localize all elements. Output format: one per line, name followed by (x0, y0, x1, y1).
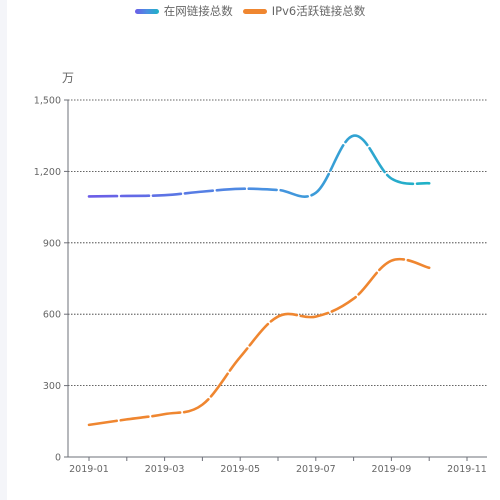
y-tick-label: 300 (43, 381, 61, 392)
x-tick-label: 2019-01 (69, 464, 109, 475)
legend-label-ipv6-links: IPv6活跃链接总数 (271, 4, 366, 18)
y-tick-label: 600 (43, 310, 61, 321)
legend-item-ipv6-links[interactable]: IPv6活跃链接总数 (242, 2, 366, 20)
legend-item-total-links[interactable]: 在网链接总数 (134, 2, 233, 20)
x-tick-label: 2019-11 (447, 464, 487, 475)
y-tick-label: 1,200 (34, 167, 61, 178)
legend-swatch-total-links (134, 8, 159, 14)
x-tick-label: 2019-03 (145, 464, 185, 475)
x-tick-label: 2019-05 (220, 464, 260, 475)
x-tick-label: 2019-09 (372, 464, 412, 475)
y-tick-label: 1,500 (34, 96, 61, 107)
y-tick-label: 0 (55, 453, 61, 464)
series-line-ipv6-links (87, 257, 431, 427)
chart-legend: 在网链接总数 IPv6活跃链接总数 (0, 2, 500, 20)
legend-label-total-links: 在网链接总数 (163, 4, 233, 18)
y-tick-label: 900 (43, 238, 61, 249)
y-axis-unit-label: 万 (62, 71, 75, 85)
x-tick-label: 2019-07 (296, 464, 336, 475)
legend-swatch-ipv6-links (242, 8, 267, 14)
left-edge-strip (0, 0, 7, 500)
series-line-total-links (87, 134, 431, 198)
